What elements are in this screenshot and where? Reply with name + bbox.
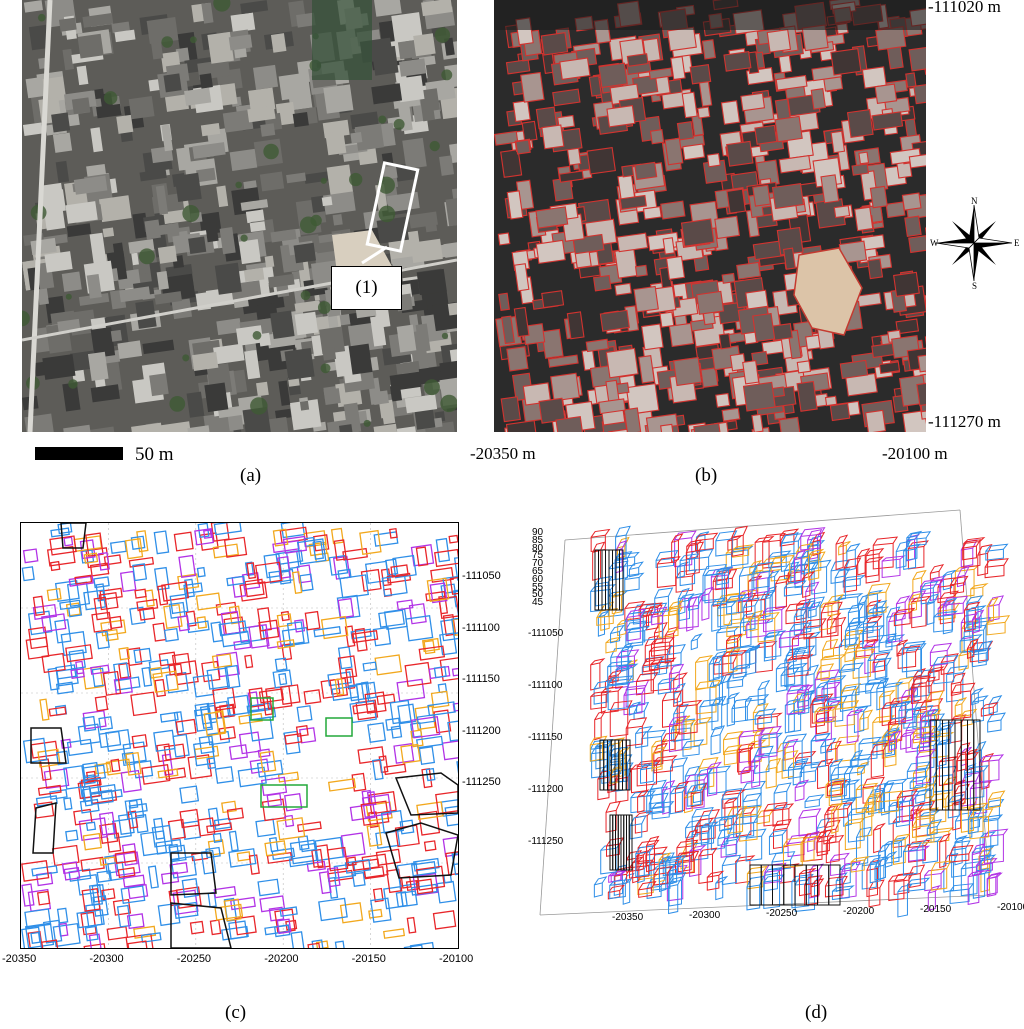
panel-c-y-tick: -111250 [462, 776, 501, 788]
segmentation-image [494, 0, 926, 432]
panel-d-z-tick: 60 [532, 573, 544, 585]
panel-b-label: (b) [695, 465, 718, 486]
panel-c-footprint-map [20, 522, 459, 949]
panel-a-label: (a) [240, 465, 262, 486]
panel-d-z-tick: 65 [532, 566, 544, 577]
panel-d-3d-model [520, 495, 1024, 975]
panel-d-z-tick: 55 [532, 581, 544, 593]
compass-rose-icon [935, 204, 1013, 282]
panel-d-z-tick: 90 [532, 527, 544, 538]
coord-bottom-right: -111270 m [928, 412, 1001, 431]
panel-c-x-tick: -20250 [176, 953, 212, 965]
panel-c-x-tick: -20350 [2, 953, 37, 965]
panel-c-label: (c) [225, 1002, 247, 1023]
panel-c-x-tick: -20200 [264, 953, 299, 965]
callout-label: (1) [355, 277, 378, 298]
panel-d-y-tick: -111250 [528, 836, 564, 847]
callout-arrow [361, 245, 388, 265]
coord-bottom-left-x: -20350 m [470, 444, 536, 463]
panel-d-y-tick: -111200 [528, 784, 564, 795]
wireframe-plot [539, 509, 1011, 918]
panel-c-y-tick: -111200 [462, 724, 501, 737]
callout-label-box: (1) [331, 266, 402, 310]
panel-d-z-tick: 75 [532, 550, 544, 562]
panel-d-y-tick: -111150 [528, 732, 563, 743]
coord-top-right: -111020 m [928, 0, 1001, 16]
compass-e: E [1014, 238, 1020, 248]
panel-d-x-tick: -20350 [612, 912, 644, 923]
panel-c-y-tick: -111050 [462, 570, 501, 582]
panel-c-x-tick: -20100 [439, 953, 474, 965]
scale-bar-label: 50 m [135, 444, 174, 465]
panel-d-z-tick: 70 [532, 558, 544, 570]
panel-d-z-tick: 85 [532, 534, 544, 546]
panel-c-x-tick: -20150 [351, 953, 386, 965]
compass-n: N [971, 196, 978, 206]
panel-d-z-tick: 45 [532, 597, 544, 609]
footprint-plot [21, 523, 458, 948]
panel-d-y-tick: -111050 [528, 628, 564, 639]
panel-d-x-tick: -20250 [766, 908, 798, 919]
panel-d-z-tick: 80 [532, 542, 544, 554]
panel-c-x-tick: -20300 [89, 953, 124, 965]
panel-c-y-tick: -111150 [462, 673, 500, 685]
aerial-photo-image [22, 0, 457, 432]
compass-s: S [972, 281, 978, 291]
panel-d-x-tick: -20200 [843, 906, 875, 917]
panel-d-x-tick: -20150 [920, 904, 952, 915]
panel-d-label: (d) [805, 1002, 828, 1023]
panel-d-y-tick: -111100 [528, 680, 563, 691]
panel-d-z-tick: 50 [532, 589, 544, 601]
compass-w: W [930, 238, 939, 248]
coord-bottom-right-x: -20100 m [882, 444, 948, 463]
panel-a-aerial-photo: (1) [22, 0, 457, 432]
panel-d-x-tick: -20300 [689, 910, 721, 921]
panel-b-segmentation [494, 0, 926, 432]
panel-c-y-tick: -111100 [462, 621, 500, 634]
panel-d-x-tick: -20100 [997, 902, 1024, 913]
scale-bar [35, 447, 123, 460]
